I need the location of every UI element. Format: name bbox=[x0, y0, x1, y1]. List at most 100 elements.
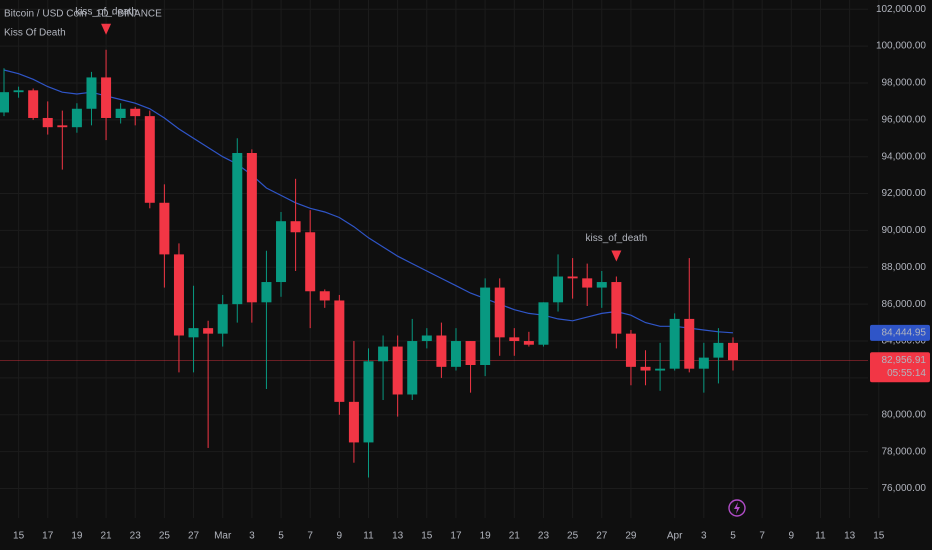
alert-circle[interactable] bbox=[728, 499, 746, 517]
chart-title: Bitcoin / USD Coin · 1D · BINANCE bbox=[4, 9, 162, 20]
candle-body bbox=[130, 108, 141, 117]
x-tick-label: 3 bbox=[701, 531, 707, 542]
x-tick-label: 19 bbox=[71, 531, 83, 542]
x-tick-label: 17 bbox=[450, 531, 462, 542]
x-tick-label: 23 bbox=[130, 531, 142, 542]
candle-body bbox=[450, 341, 461, 367]
x-tick-label: 3 bbox=[249, 531, 255, 542]
x-tick-label: 27 bbox=[188, 531, 200, 542]
y-tick-label: 86,000.00 bbox=[882, 299, 927, 310]
x-tick-label: 21 bbox=[100, 531, 112, 542]
candle-body bbox=[188, 328, 199, 338]
x-tick-label: 15 bbox=[13, 531, 25, 542]
y-tick-label: 88,000.00 bbox=[882, 262, 927, 273]
candle-body bbox=[392, 346, 403, 395]
candle-body bbox=[655, 368, 666, 371]
candle-body bbox=[305, 232, 316, 292]
candle-body bbox=[261, 282, 272, 303]
candle-body bbox=[348, 401, 359, 443]
candle-body bbox=[509, 337, 520, 342]
candle-body bbox=[71, 108, 82, 128]
grid bbox=[0, 0, 880, 518]
last-price-box bbox=[870, 352, 930, 383]
candle-body bbox=[669, 318, 680, 369]
x-tick-label: 21 bbox=[509, 531, 521, 542]
signal-label: kiss_of_death bbox=[586, 233, 648, 244]
x-tick-label: 5 bbox=[730, 531, 736, 542]
x-tick-label: 19 bbox=[480, 531, 492, 542]
candle-body bbox=[436, 335, 447, 367]
candle-body bbox=[217, 304, 228, 334]
y-tick-label: 94,000.00 bbox=[882, 151, 927, 162]
candle-body bbox=[232, 153, 243, 305]
y-tick-label: 102,000.00 bbox=[876, 4, 926, 15]
candle-body bbox=[290, 221, 301, 233]
x-tick-label: Mar bbox=[214, 531, 232, 542]
candle-body bbox=[421, 335, 432, 342]
candle-body bbox=[0, 92, 9, 113]
x-tick-label: 11 bbox=[363, 531, 374, 542]
candle-body bbox=[465, 341, 476, 365]
candle-body bbox=[640, 366, 651, 371]
ma-price-box bbox=[870, 324, 930, 341]
y-tick-label: 80,000.00 bbox=[882, 409, 927, 420]
alert-icon[interactable] bbox=[728, 499, 746, 517]
ma-price-label: 84,444.95 bbox=[882, 327, 927, 338]
x-tick-label: 9 bbox=[337, 531, 343, 542]
signal-label: kiss_of_death bbox=[75, 6, 137, 17]
candle-body bbox=[494, 287, 505, 338]
candle-body bbox=[582, 278, 593, 288]
y-tick-label: 100,000.00 bbox=[876, 41, 926, 52]
x-tick-label: 25 bbox=[159, 531, 171, 542]
x-tick-label: 15 bbox=[421, 531, 433, 542]
candle-body bbox=[115, 108, 126, 118]
labels: 76,000.0078,000.0080,000.0082,000.0084,0… bbox=[13, 4, 930, 542]
candle-body bbox=[728, 342, 738, 361]
candle-body bbox=[101, 77, 112, 118]
candle-body bbox=[625, 333, 636, 367]
candle-body bbox=[319, 291, 330, 301]
candle-body bbox=[334, 300, 345, 402]
x-tick-label: 7 bbox=[307, 531, 313, 542]
x-tick-label: 15 bbox=[873, 531, 885, 542]
candle-body bbox=[596, 282, 607, 288]
candle-body bbox=[363, 361, 374, 443]
candle-body bbox=[611, 282, 622, 334]
alert-bolt[interactable] bbox=[734, 502, 740, 514]
y-tick-label: 98,000.00 bbox=[882, 78, 927, 89]
x-tick-label: 7 bbox=[759, 531, 765, 542]
y-tick-label: 84,000.00 bbox=[882, 336, 927, 347]
x-tick-label: 23 bbox=[538, 531, 550, 542]
x-tick-label: 29 bbox=[625, 531, 637, 542]
x-tick-label: 27 bbox=[596, 531, 608, 542]
candle-body bbox=[538, 302, 549, 345]
candle-body bbox=[378, 346, 389, 362]
y-tick-label: 78,000.00 bbox=[882, 446, 927, 457]
signal-arrow bbox=[611, 250, 622, 262]
y-tick-label: 90,000.00 bbox=[882, 225, 927, 236]
y-tick-label: 96,000.00 bbox=[882, 114, 927, 125]
candle-body bbox=[698, 357, 709, 369]
candle-body bbox=[246, 153, 257, 303]
candle-body bbox=[523, 341, 534, 345]
x-tick-label: 11 bbox=[815, 531, 826, 542]
candle-body bbox=[42, 117, 53, 128]
candle-body bbox=[684, 318, 695, 369]
candle-body bbox=[713, 342, 724, 358]
candle-body bbox=[13, 90, 24, 93]
candle-body bbox=[57, 125, 68, 128]
last-price-label: 82,956.91 bbox=[882, 355, 927, 366]
candle-body bbox=[28, 90, 39, 118]
candle-body bbox=[567, 276, 578, 279]
y-tick-label: 76,000.00 bbox=[882, 483, 927, 494]
signal-arrow bbox=[101, 23, 112, 35]
marks bbox=[0, 23, 868, 478]
indicator-name: Kiss Of Death bbox=[4, 28, 66, 39]
x-tick-label: 9 bbox=[789, 531, 795, 542]
candle-body bbox=[203, 328, 214, 334]
x-tick-label: 17 bbox=[42, 531, 54, 542]
countdown-label: 05:55:14 bbox=[887, 368, 926, 379]
